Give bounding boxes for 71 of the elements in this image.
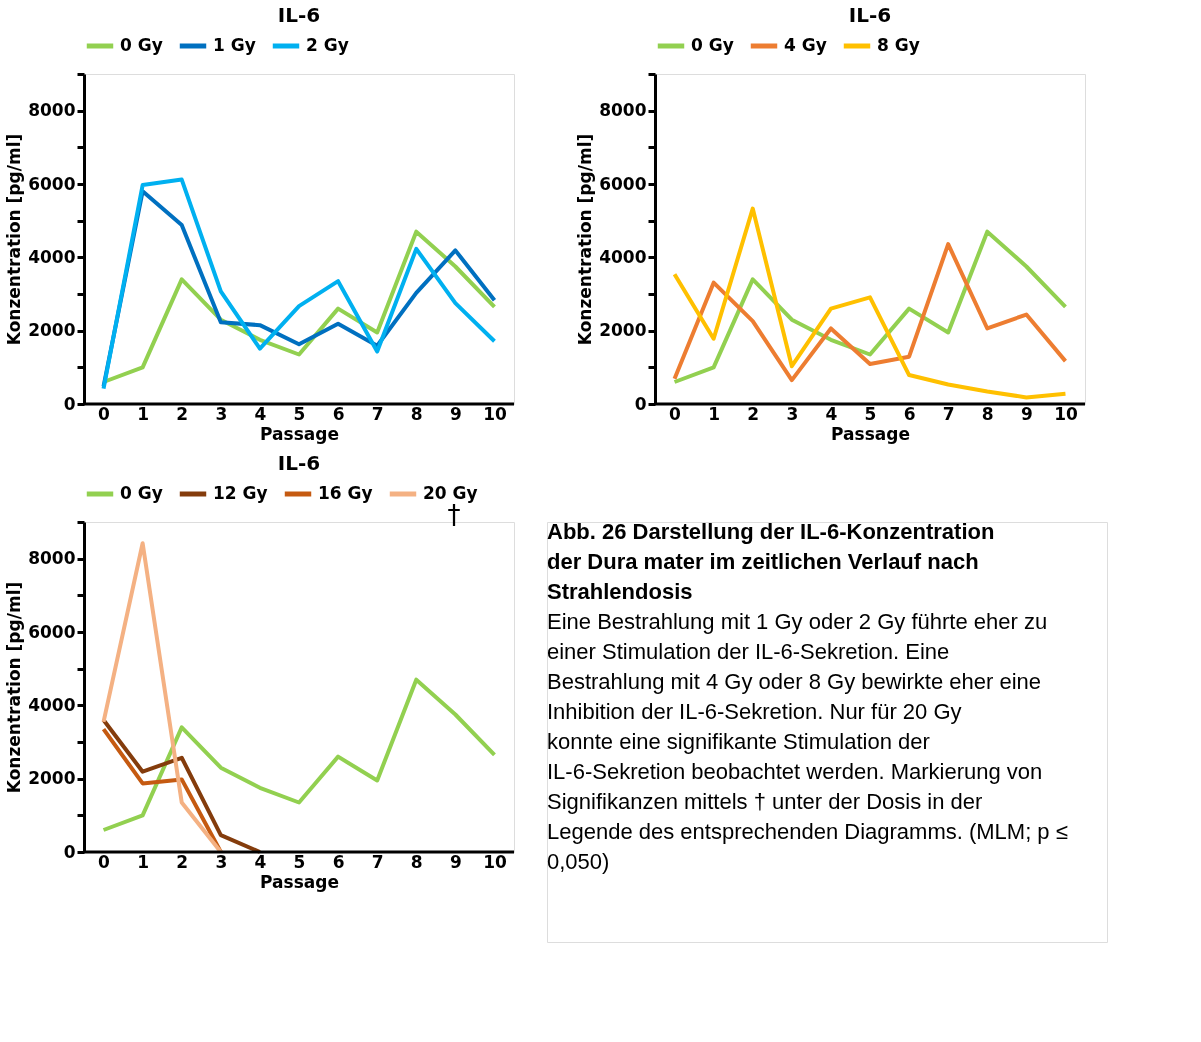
y-tick-label: 6000 [599, 173, 647, 194]
line-series [101, 677, 497, 832]
x-axis-title: Passage [260, 423, 339, 444]
x-tick-label: 10 [483, 403, 507, 424]
x-tick-label: 0 [98, 851, 111, 872]
y-tick-label: 8000 [28, 548, 76, 569]
x-tick-label: 6 [332, 851, 345, 872]
x-tick-label: 7 [371, 851, 384, 872]
x-tick-label: 6 [332, 403, 345, 424]
x-tick-label: 1 [137, 851, 150, 872]
x-tick-label: 10 [1054, 403, 1078, 424]
x-tick-label: 4 [254, 851, 267, 872]
x-tick-label: 3 [215, 403, 228, 424]
y-tick-label: 2000 [599, 320, 647, 341]
y-tick-label: 8000 [28, 100, 76, 121]
x-tick-label: 2 [176, 403, 189, 424]
x-tick-label: 9 [449, 403, 462, 424]
x-tick-label: 4 [254, 403, 267, 424]
y-tick-label: 6000 [28, 173, 76, 194]
line-series [672, 206, 1068, 400]
text: Abb. 26 Darstellung der IL-6-Konzentration der Dura mater im zeitlichen Verlauf nach Strahlendosis [547, 519, 995, 604]
x-tick-label: 6 [903, 403, 916, 424]
y-tick-label: 2000 [28, 768, 76, 789]
y-tick-label: 6000 [28, 621, 76, 642]
y-tick-label: 4000 [599, 246, 647, 267]
x-tick-label: 4 [825, 403, 838, 424]
chart-title: IL-6 [848, 3, 892, 27]
y-axis-title: Konzentration [pg/ml] [4, 133, 25, 346]
text: Eine Bestrahlung mit 1 Gy oder 2 Gy führte eher zu einer Stimulation der IL-6-Sekretion. Eine Bestrahlung mit 4 Gy oder 8 Gy bewirkte eher eine Inhibition der IL-6-Sekretion. Nur für 20 Gy konnte eine signifikante Stimulation der IL-6-Sekretion beobachtet werden. Markierung von Signifikanzen mittels † unter der Dosis in der Legende des entsprechenden Diagramms. (MLM; p ≤ 0,050) [547, 609, 1068, 874]
annotation: † [447, 500, 461, 530]
x-tick-label: 9 [1020, 403, 1033, 424]
x-tick-label: 1 [137, 403, 150, 424]
legend-label: 12 Gy [213, 483, 268, 503]
x-axis-title: Passage [260, 871, 339, 892]
x-tick-label: 8 [410, 403, 423, 424]
y-tick-label: 2000 [28, 320, 76, 341]
x-tick-label: 2 [176, 851, 189, 872]
x-tick-label: 2 [747, 403, 760, 424]
x-tick-label: 8 [981, 403, 994, 424]
legend-label: 4 Gy [784, 35, 827, 55]
x-axis-title: Passage [831, 423, 910, 444]
x-tick-label: 1 [708, 403, 721, 424]
y-axis-title: Konzentration [pg/ml] [4, 581, 25, 794]
x-tick-label: 7 [371, 403, 384, 424]
x-tick-label: 3 [786, 403, 799, 424]
x-tick-label: 3 [215, 851, 228, 872]
legend-label: 0 Gy [691, 35, 734, 55]
legend-label: 20 Gy [423, 483, 478, 503]
y-axis-title: Konzentration [pg/ml] [575, 133, 596, 346]
legend-label: 1 Gy [213, 35, 256, 55]
y-tick-label: 4000 [28, 694, 76, 715]
x-tick-label: 5 [293, 403, 306, 424]
legend-label: 2 Gy [306, 35, 349, 55]
x-tick-label: 0 [98, 403, 111, 424]
x-tick-label: 9 [449, 851, 462, 872]
legend-label: 8 Gy [877, 35, 920, 55]
legend-label: 0 Gy [120, 35, 163, 55]
chart-title: IL-6 [277, 3, 321, 27]
legend-label: 0 Gy [120, 483, 163, 503]
legend-label: 16 Gy [318, 483, 373, 503]
y-tick-label: 4000 [28, 246, 76, 267]
line-series [101, 718, 262, 854]
line-series [101, 541, 223, 854]
y-tick-label: 8000 [599, 100, 647, 121]
x-tick-label: 10 [483, 851, 507, 872]
x-tick-label: 5 [864, 403, 877, 424]
x-tick-label: 5 [293, 851, 306, 872]
x-tick-label: 8 [410, 851, 423, 872]
x-tick-label: 0 [669, 403, 682, 424]
chart-title: IL-6 [277, 451, 321, 475]
x-tick-label: 7 [942, 403, 955, 424]
